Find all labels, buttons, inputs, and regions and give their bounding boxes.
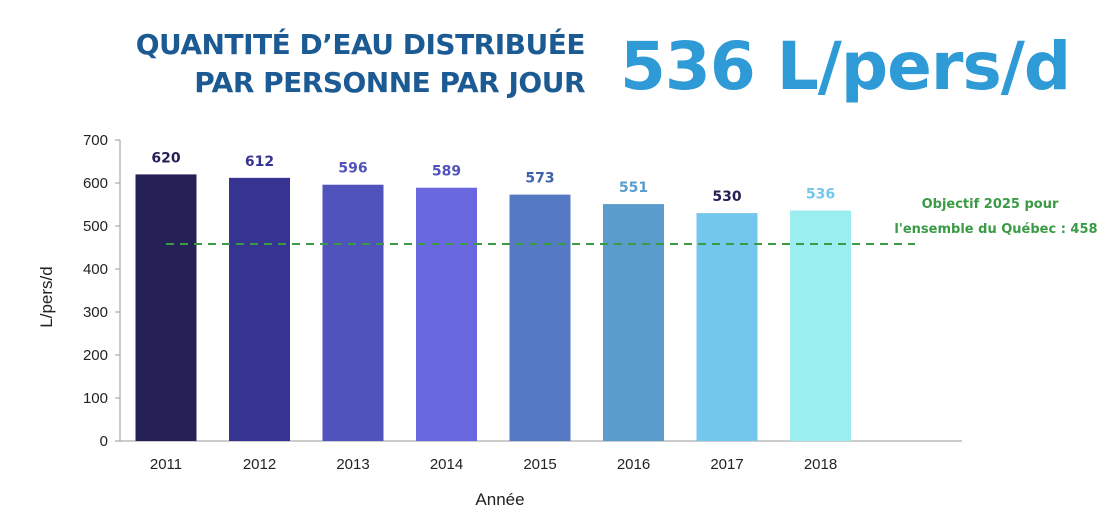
bar-2017: [696, 213, 758, 441]
x-tick-label-2017: 2017: [710, 456, 743, 473]
bar-2012: [229, 177, 290, 441]
value-label-2013: 596: [338, 161, 367, 177]
x-tick-label-2014: 2014: [430, 456, 463, 473]
value-label-2014: 589: [432, 164, 461, 180]
y-tick-label: 100: [83, 390, 108, 407]
x-tick-label-2013: 2013: [336, 456, 369, 473]
bar-2011: [135, 174, 197, 441]
bar-2018: [790, 210, 851, 441]
y-tick-label: 500: [83, 218, 108, 235]
bar-2016: [603, 204, 664, 441]
target-annotation-line-1: Objectif 2025 pour: [922, 197, 1059, 212]
x-axis-title: Année: [475, 490, 524, 509]
y-tick-label: 400: [83, 261, 108, 278]
x-tick-label-2012: 2012: [243, 456, 276, 473]
bar-2013: [322, 184, 384, 441]
x-tick-label-2016: 2016: [617, 456, 650, 473]
value-label-2011: 620: [151, 150, 180, 166]
value-label-2016: 551: [619, 180, 648, 196]
x-axis: 2011 2012 2013 2014 2015 2016 2017 2018: [120, 440, 962, 473]
value-label-2012: 612: [245, 154, 274, 170]
y-axis-title: L/pers/d: [37, 266, 56, 327]
x-tick-label-2018: 2018: [804, 456, 837, 473]
bars: [135, 174, 851, 441]
y-tick-label: 600: [83, 175, 108, 192]
x-tick-label-2011: 2011: [150, 456, 182, 473]
y-tick-label: 300: [83, 304, 108, 321]
y-tick-label: 200: [83, 347, 108, 364]
chart-title: QUANTITÉ D’EAU DISTRIBUÉE PAR PERSONNE P…: [60, 26, 586, 102]
value-label-2017: 530: [712, 189, 741, 205]
y-tick-label: 0: [100, 433, 108, 450]
bar-2015: [509, 194, 571, 441]
value-label-2018: 536: [806, 187, 835, 203]
x-tick-label-2015: 2015: [523, 456, 556, 473]
headline-value: 536 L/pers/d: [620, 28, 1071, 105]
bar-2014: [416, 187, 477, 441]
y-tick-label: 700: [83, 132, 108, 149]
target-annotation-line-2: l'ensemble du Québec : 458: [894, 222, 1097, 237]
value-label-2015: 573: [525, 171, 554, 187]
y-axis: 0 100 200 300 400 500 600 700: [83, 132, 121, 450]
title-line-1: QUANTITÉ D’EAU DISTRIBUÉE: [135, 28, 586, 61]
title-line-2: PAR PERSONNE PAR JOUR: [194, 66, 585, 99]
bar-value-labels: 620 612 596 589 573 551 530 536: [151, 150, 835, 205]
